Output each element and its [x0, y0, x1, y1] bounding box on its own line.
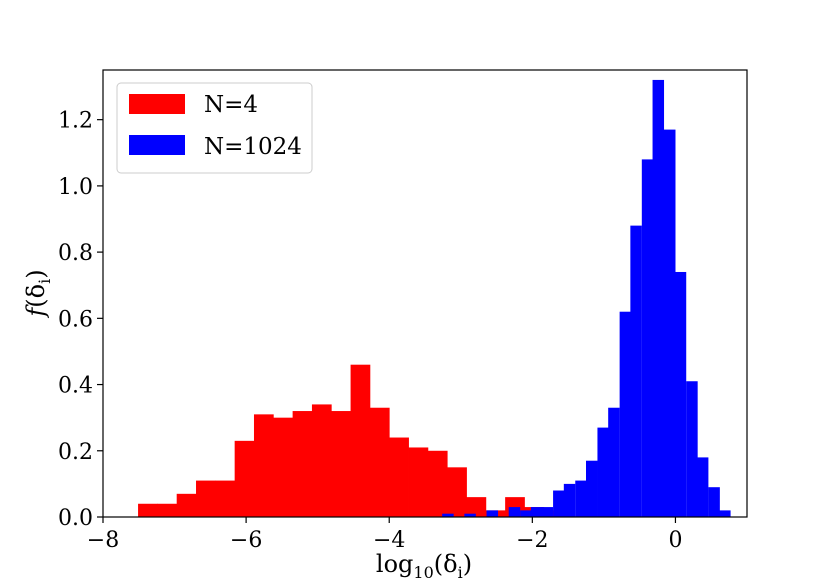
legend-swatch-n1024 [129, 135, 185, 155]
legend-swatch-n4 [129, 94, 185, 114]
bar-n4-17 [466, 497, 487, 517]
x-axis-label: log10(δi) [376, 550, 472, 581]
bar-n1024-3 [508, 507, 521, 517]
bar-n1024-15 [641, 159, 654, 517]
bar-n1024-11 [597, 427, 609, 517]
plot-frame [102, 69, 748, 518]
x-tick-label: −4 [373, 528, 405, 553]
bar-n4-2 [176, 493, 197, 517]
bar-n4-8 [292, 411, 313, 517]
bar-n1024-5 [530, 507, 543, 517]
bar-n1024-2 [486, 510, 499, 517]
bar-n4-14 [408, 447, 429, 517]
legend-label-n1024: N=1024 [204, 134, 302, 160]
bar-n1024-19 [686, 381, 698, 517]
bar-n1024-4 [520, 510, 532, 517]
x-tick-label: −2 [516, 528, 548, 553]
bar-n4-4 [215, 480, 236, 517]
bar-n4-15 [427, 450, 448, 517]
bar-n1024-6 [541, 507, 554, 517]
bar-n1024-10 [586, 460, 598, 517]
y-tick-label: 0.6 [58, 307, 93, 332]
bar-n4-6 [253, 414, 274, 517]
bar-n1024-8 [563, 483, 576, 517]
y-tick-label: 0.2 [58, 440, 93, 465]
y-axis-label: f(δi) [22, 269, 54, 318]
bar-n1024-12 [608, 407, 620, 517]
y-tick-label: 1.2 [58, 109, 93, 134]
x-tick-label: 0 [668, 528, 682, 553]
x-tick-label: −6 [230, 528, 262, 553]
bar-n4-7 [273, 417, 294, 517]
bar-n1024-21 [708, 487, 720, 517]
bar-n1024-14 [630, 225, 642, 517]
x-axis-ticks: −8 −6 −4 −2 0 [87, 517, 682, 553]
bar-n1024-13 [619, 311, 632, 517]
y-tick-label: 0.8 [58, 241, 93, 266]
bar-n1024-7 [553, 490, 565, 517]
legend-label-n4: N=4 [204, 92, 258, 118]
y-axis-ticks: 0.0 0.2 0.4 0.6 0.8 1.0 1.2 [58, 109, 103, 531]
series-n1024-bars [442, 79, 731, 518]
bar-n4-1 [157, 503, 178, 517]
bar-n4-9 [311, 404, 332, 517]
bar-n1024-1 [464, 513, 476, 517]
series-n4-bars [138, 364, 564, 517]
bar-n1024-16 [652, 79, 665, 518]
bar-n4-16 [447, 467, 467, 517]
y-tick-label: 0.4 [58, 374, 93, 399]
bar-n1024-18 [674, 271, 687, 517]
bar-n4-11 [350, 364, 371, 517]
y-tick-label: 1.0 [58, 175, 93, 200]
bar-n1024-0 [442, 513, 454, 517]
x-tick-label: −8 [87, 528, 119, 553]
bar-n1024-22 [719, 510, 731, 517]
bar-n4-13 [389, 437, 409, 517]
y-tick-label: 0.0 [58, 506, 93, 531]
legend: N=4 N=1024 [116, 82, 313, 174]
bar-n4-3 [196, 480, 216, 517]
bar-n4-5 [234, 440, 255, 517]
bar-n4-12 [369, 407, 390, 517]
bar-n1024-20 [696, 457, 709, 517]
bar-n4-10 [331, 411, 351, 517]
bar-n1024-9 [575, 480, 587, 517]
bar-n4-0 [138, 503, 158, 517]
bar-n1024-17 [664, 129, 676, 517]
